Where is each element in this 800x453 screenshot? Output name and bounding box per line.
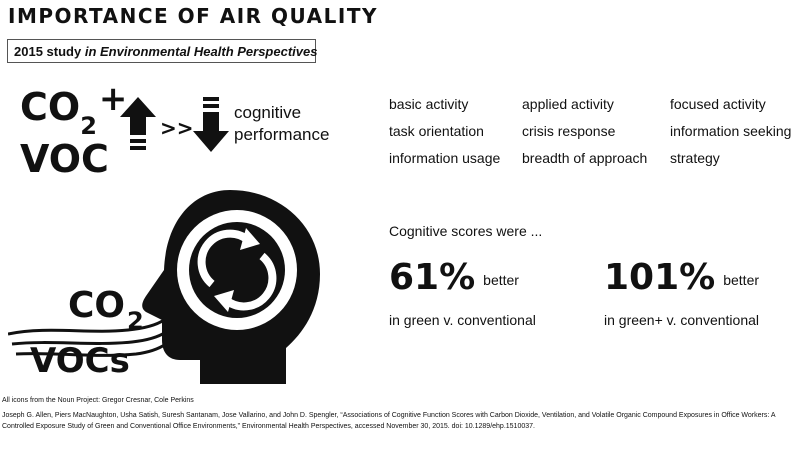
icon-credit: All icons from the Noun Project: Gregor … — [2, 397, 194, 404]
metric-item: information seeking — [670, 123, 792, 139]
score-word: better — [723, 272, 760, 288]
scores-intro: Cognitive scores were ... — [389, 223, 543, 239]
formula-co2: CO2+ — [20, 82, 127, 138]
score-word: better — [483, 272, 519, 288]
score-percent-green: 61% better — [389, 257, 519, 298]
up-arrow-icon — [120, 97, 156, 150]
metric-item: information usage — [389, 150, 501, 166]
score-comparison-green-plus: in green+ v. conventional — [604, 312, 760, 328]
much-greater-symbol: >> — [160, 116, 194, 140]
metric-item: task orientation — [389, 123, 484, 139]
illustration-sub: 2 — [127, 307, 144, 335]
metric-item: breadth of approach — [522, 150, 648, 166]
score-comparison-green: in green v. conventional — [389, 312, 536, 328]
refresh-cycle-icon — [197, 228, 277, 312]
metric-item: focused activity — [670, 96, 766, 112]
score-percent-green-plus: 101% better — [604, 257, 759, 298]
citation: Joseph G. Allen, Piers MacNaughton, Usha… — [2, 412, 776, 430]
metric-item: strategy — [670, 150, 720, 166]
study-box: 2015 study in Environmental Health Persp… — [7, 39, 318, 63]
performance-line: performance — [234, 125, 330, 144]
formula-co: CO — [20, 85, 81, 129]
page-title: IMPORTANCE OF AIR QUALITY — [8, 4, 378, 28]
metric-item: applied activity — [522, 96, 614, 112]
air-flow-icon — [8, 318, 167, 357]
cognitive-line: cognitive — [234, 103, 302, 122]
head-icon — [142, 190, 320, 384]
cognitive-performance-label: cognitive performance — [234, 102, 329, 146]
formula-voc: VOC — [20, 137, 109, 181]
study-year-label: 2015 study — [14, 44, 82, 59]
study-journal: in Environmental Health Perspectives — [84, 44, 318, 59]
formula-sub: 2 — [80, 112, 97, 140]
illustration-co: CO — [68, 285, 126, 326]
score-value: 61% — [389, 257, 476, 298]
metric-item: crisis response — [522, 123, 616, 139]
metric-item: basic activity — [389, 96, 469, 112]
illustration-vocs: VOCs — [30, 341, 130, 381]
illustration-co2: CO2 — [68, 285, 144, 334]
formula-plus: + — [98, 79, 128, 119]
down-arrow-icon — [193, 97, 229, 152]
score-value: 101% — [604, 257, 716, 298]
